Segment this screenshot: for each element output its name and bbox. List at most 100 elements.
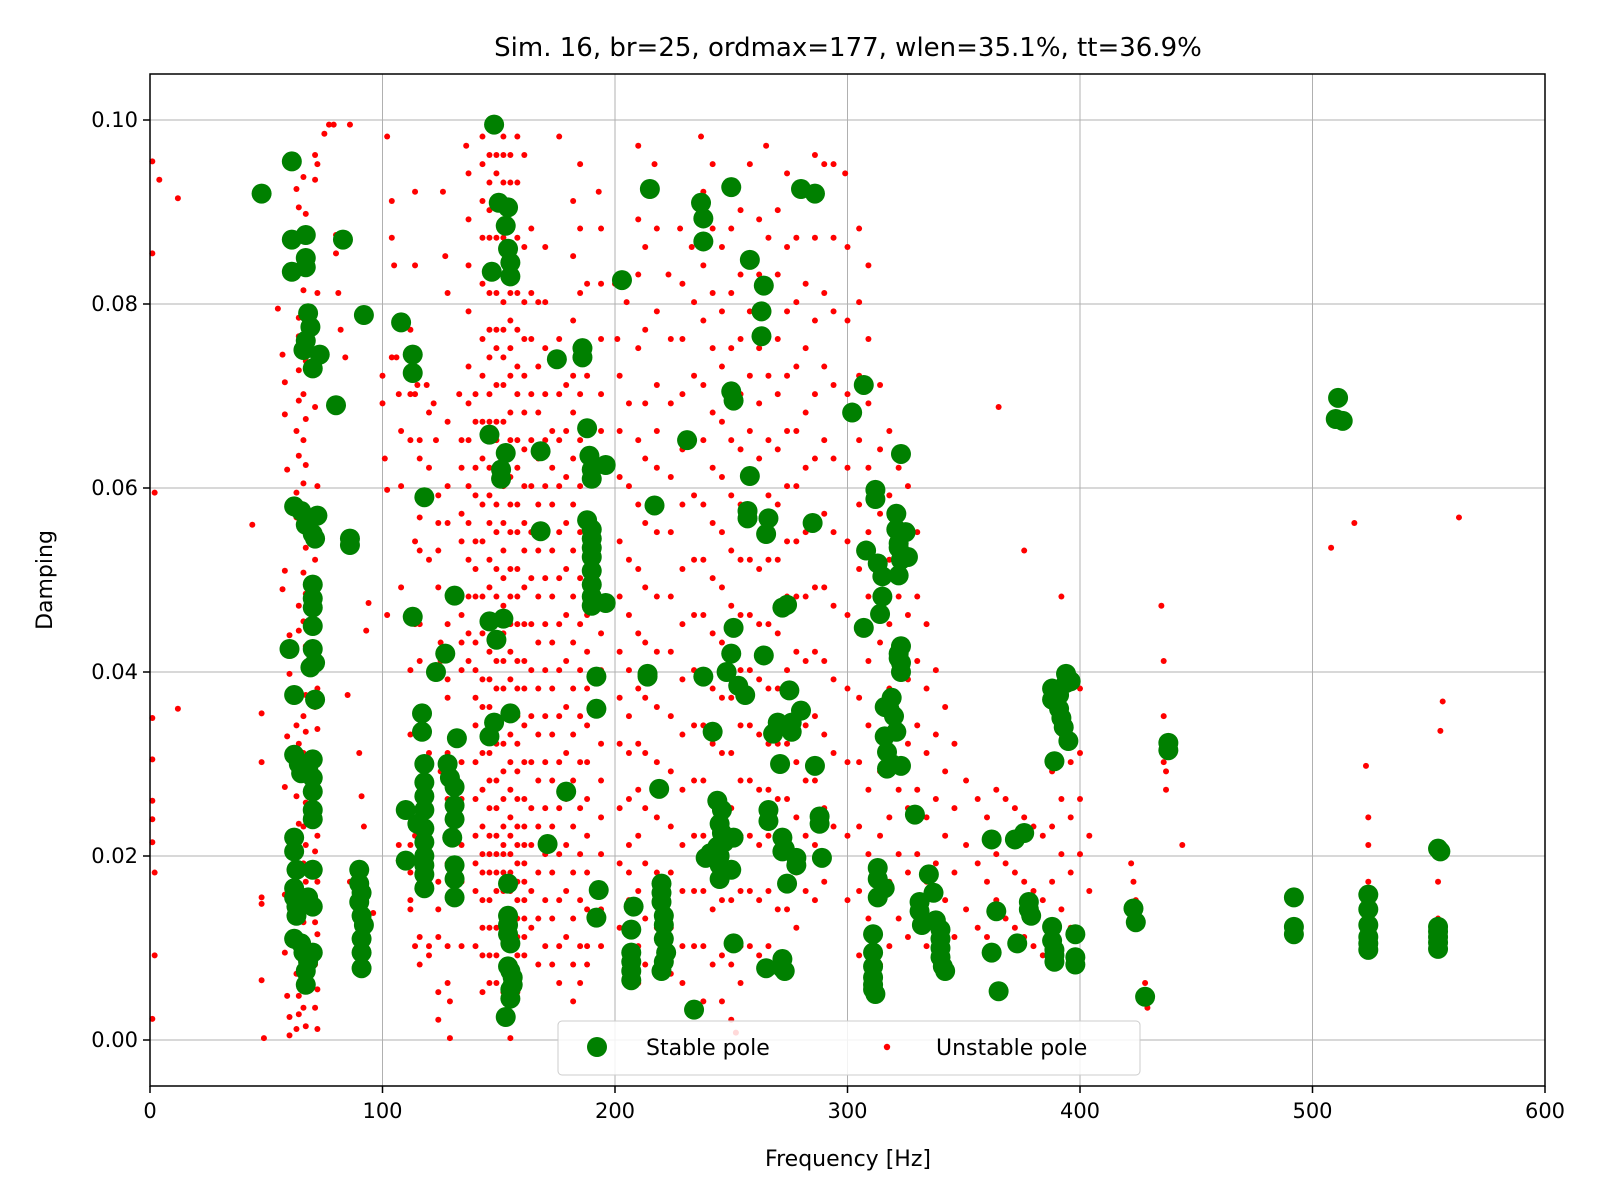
unstable-pole-point xyxy=(844,611,851,618)
unstable-pole-point xyxy=(556,391,563,398)
unstable-pole-point xyxy=(718,308,725,315)
unstable-pole-point xyxy=(507,759,514,766)
unstable-pole-point xyxy=(472,593,479,600)
unstable-pole-point xyxy=(521,151,528,158)
unstable-pole-point xyxy=(584,648,591,655)
unstable-pole-point xyxy=(765,437,772,444)
unstable-pole-point xyxy=(528,924,535,931)
unstable-pole-point xyxy=(642,243,649,250)
unstable-pole-point xyxy=(802,777,809,784)
unstable-pole-point xyxy=(458,943,465,950)
stable-pole-point xyxy=(904,804,925,825)
unstable-pole-point xyxy=(865,400,872,407)
unstable-pole-point xyxy=(486,805,493,812)
unstable-pole-point xyxy=(584,759,591,766)
legend-box xyxy=(557,1020,1141,1076)
unstable-pole-point xyxy=(728,437,735,444)
unstable-pole-point xyxy=(1011,924,1018,931)
unstable-pole-point xyxy=(570,777,577,784)
unstable-pole-point xyxy=(700,832,707,839)
unstable-pole-point xyxy=(746,427,753,434)
unstable-pole-point xyxy=(500,299,507,306)
unstable-pole-point xyxy=(521,372,528,379)
x-axis-label: Frequency [Hz] xyxy=(765,1147,931,1172)
unstable-pole-point xyxy=(260,1035,267,1042)
unstable-pole-point xyxy=(700,998,707,1005)
unstable-pole-point xyxy=(514,234,521,241)
legend-unstable-marker xyxy=(883,1043,891,1051)
unstable-pole-point xyxy=(437,639,444,646)
unstable-pole-point xyxy=(295,602,302,609)
unstable-pole-point xyxy=(514,823,521,830)
stable-pole-point xyxy=(758,508,779,529)
stable-pole-point xyxy=(758,811,779,832)
unstable-pole-point xyxy=(149,797,156,804)
unstable-pole-point xyxy=(830,381,837,388)
stable-pole-point xyxy=(281,151,302,172)
stable-pole-point xyxy=(537,834,558,855)
unstable-pole-point xyxy=(535,299,542,306)
unstable-pole-point xyxy=(679,943,686,950)
unstable-pole-point xyxy=(1002,860,1009,867)
unstable-pole-point xyxy=(500,133,507,140)
unstable-pole-point xyxy=(472,887,479,894)
unstable-pole-point xyxy=(811,841,818,848)
unstable-pole-point xyxy=(549,961,556,968)
stable-pole-point xyxy=(872,586,893,607)
unstable-pole-point xyxy=(456,391,463,398)
unstable-pole-point xyxy=(435,584,442,591)
unstable-pole-point xyxy=(642,694,649,701)
stable-pole-point xyxy=(651,961,672,981)
unstable-pole-point xyxy=(521,722,528,729)
unstable-pole-point xyxy=(479,676,486,683)
unstable-pole-point xyxy=(598,777,605,784)
unstable-pole-point xyxy=(514,391,521,398)
unstable-pole-point xyxy=(793,234,800,241)
stable-pole-point xyxy=(414,864,435,885)
unstable-pole-point xyxy=(293,793,300,800)
stable-pole-point xyxy=(495,215,516,236)
unstable-pole-point xyxy=(521,657,528,664)
unstable-pole-point xyxy=(718,897,725,904)
unstable-pole-point xyxy=(521,795,528,802)
unstable-pole-point xyxy=(765,943,772,950)
unstable-pole-point xyxy=(914,851,921,858)
unstable-pole-point xyxy=(577,575,584,582)
unstable-pole-point xyxy=(258,710,265,717)
unstable-pole-point xyxy=(784,740,791,747)
unstable-pole-point xyxy=(811,713,818,720)
unstable-pole-point xyxy=(821,584,828,591)
y-axis-ticks: 0.00 0.02 0.04 0.06 0.08 0.10 xyxy=(91,108,150,1052)
unstable-pole-point xyxy=(563,703,570,710)
stable-pole-point xyxy=(444,777,465,797)
stable-pole-point xyxy=(395,850,416,871)
stable-pole-point xyxy=(1430,841,1451,862)
stable-pole-point xyxy=(302,749,323,770)
unstable-pole-point xyxy=(1128,860,1135,867)
unstable-pole-point xyxy=(886,492,893,499)
unstable-pole-point xyxy=(486,648,493,655)
unstable-pole-point xyxy=(691,611,698,618)
unstable-pole-point xyxy=(563,749,570,756)
stable-pole-point xyxy=(739,466,760,487)
unstable-pole-point xyxy=(416,455,423,462)
unstable-pole-point xyxy=(281,379,288,386)
unstable-pole-point xyxy=(563,519,570,526)
unstable-pole-point xyxy=(691,556,698,563)
unstable-pole-point xyxy=(1077,795,1083,802)
unstable-pole-point xyxy=(493,805,500,812)
unstable-pole-point xyxy=(493,381,500,388)
unstable-pole-point xyxy=(635,832,642,839)
stable-pole-point xyxy=(804,183,825,204)
unstable-pole-point xyxy=(793,924,800,931)
stable-pole-markers xyxy=(251,114,1451,1027)
unstable-pole-point xyxy=(493,170,500,177)
unstable-pole-point xyxy=(500,234,507,241)
unstable-pole-point xyxy=(1086,832,1093,839)
unstable-pole-point xyxy=(728,961,735,968)
unstable-pole-point xyxy=(493,234,500,241)
unstable-pole-point xyxy=(1437,727,1444,734)
stable-pole-point xyxy=(981,942,1002,963)
unstable-pole-point xyxy=(598,740,605,747)
unstable-pole-point xyxy=(300,174,307,181)
